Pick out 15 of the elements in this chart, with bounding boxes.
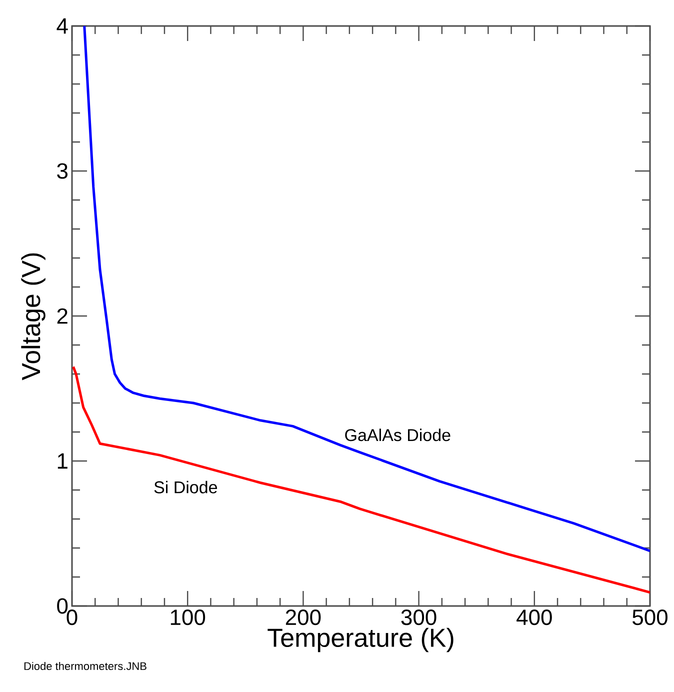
x-axis-title: Temperature (K) bbox=[268, 628, 454, 652]
y-tick-label: 2 bbox=[57, 308, 68, 324]
y-tick-label: 4 bbox=[56, 18, 68, 34]
x-tick-label: 400 bbox=[516, 610, 552, 626]
series-label: GaAlAs Diode bbox=[345, 428, 450, 442]
x-tick-label: 300 bbox=[401, 610, 436, 626]
series-label: Si Diode bbox=[154, 480, 218, 494]
y-tick-label: 3 bbox=[57, 163, 68, 179]
y-axis-title: Voltage (V) bbox=[21, 253, 46, 380]
x-tick-label: 200 bbox=[286, 610, 321, 626]
text: Diode thermometers.JNB bbox=[24, 662, 146, 670]
x-tick-label: 100 bbox=[170, 610, 206, 626]
y-tick-label: 0 bbox=[57, 598, 68, 614]
y-tick-label: 1 bbox=[58, 453, 68, 469]
x-tick-label: 500 bbox=[632, 610, 668, 626]
